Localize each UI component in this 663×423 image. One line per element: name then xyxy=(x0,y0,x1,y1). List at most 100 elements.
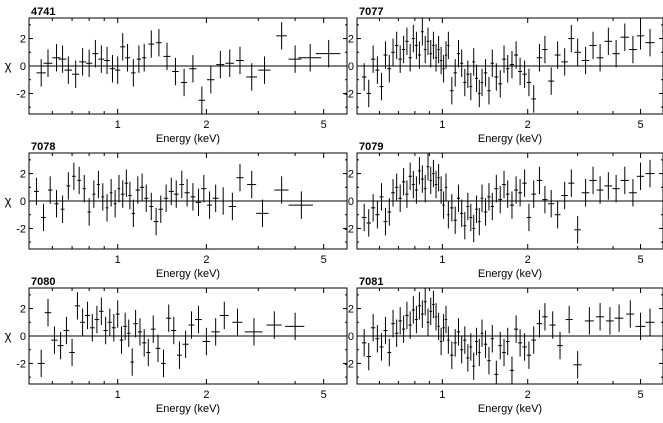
data-point xyxy=(542,35,548,64)
data-point xyxy=(370,45,376,73)
data-point xyxy=(439,46,443,75)
data-point xyxy=(120,33,126,61)
y-tick-label: -2 xyxy=(16,88,26,100)
data-point xyxy=(522,169,527,197)
data-point xyxy=(130,348,134,376)
data-point xyxy=(522,333,527,361)
data-point xyxy=(398,307,402,335)
data-point xyxy=(89,314,95,342)
panel-title: 7077 xyxy=(359,6,383,18)
data-point xyxy=(54,190,59,218)
data-point xyxy=(596,44,604,72)
data-point xyxy=(423,288,427,316)
data-point xyxy=(444,173,448,201)
x-tick-label: 2 xyxy=(525,119,531,131)
y-tick-label: 0 xyxy=(348,331,354,343)
data-point xyxy=(123,312,127,341)
data-point xyxy=(361,203,367,232)
residual-panel-2: -2 0 2 1 2 5 7077 Energy (keV) xyxy=(344,6,663,145)
data-point xyxy=(60,195,65,223)
data-point xyxy=(149,192,154,221)
data-point xyxy=(361,63,367,91)
data-point xyxy=(483,330,488,358)
data-point xyxy=(212,184,219,212)
data-point xyxy=(561,48,568,76)
data-point xyxy=(554,41,561,69)
data-point xyxy=(536,166,543,195)
y-axis-label: χ xyxy=(5,58,12,73)
data-point xyxy=(522,60,527,88)
data-point xyxy=(536,309,543,338)
data-point xyxy=(432,290,435,319)
data-point xyxy=(483,198,488,226)
data-point xyxy=(469,333,473,361)
data-point xyxy=(636,22,645,50)
data-point xyxy=(645,308,655,336)
data-point xyxy=(225,49,234,77)
data-point xyxy=(117,174,121,203)
data-point xyxy=(405,180,409,208)
y-axis-label: χ xyxy=(5,193,12,208)
data-points xyxy=(34,162,313,236)
data-point xyxy=(548,190,555,218)
data-point xyxy=(126,319,131,347)
data-point xyxy=(63,316,70,345)
data-point xyxy=(518,57,523,86)
y-tick-label: -2 xyxy=(16,358,26,370)
data-point xyxy=(447,201,450,229)
data-point xyxy=(82,174,86,203)
data-point xyxy=(207,66,215,94)
data-point xyxy=(105,194,109,222)
data-point xyxy=(405,27,409,56)
data-point xyxy=(526,341,532,369)
data-point xyxy=(201,174,207,203)
data-point xyxy=(417,157,421,185)
data-point xyxy=(94,305,100,334)
y-tick-label: 2 xyxy=(348,34,354,46)
data-point xyxy=(92,180,96,208)
data-point xyxy=(498,70,503,98)
data-point xyxy=(505,180,510,208)
panel-title: 4741 xyxy=(31,6,55,18)
data-point xyxy=(370,314,376,342)
data-point xyxy=(628,179,637,207)
data-point xyxy=(99,297,104,326)
data-point xyxy=(85,49,93,77)
data-point xyxy=(136,45,142,73)
data-point xyxy=(480,184,484,212)
data-point xyxy=(437,312,440,341)
data-point xyxy=(244,318,263,346)
data-point xyxy=(182,330,189,358)
data-point xyxy=(502,338,506,367)
y-tick-label: 2 xyxy=(348,304,354,316)
data-point xyxy=(52,44,61,72)
data-point xyxy=(494,174,499,203)
data-point xyxy=(456,318,461,346)
data-point xyxy=(505,327,510,356)
panel-title: 7078 xyxy=(31,141,55,153)
data-point xyxy=(125,44,130,72)
data-point xyxy=(531,85,537,113)
data-point xyxy=(531,326,537,354)
y-tick-label: -2 xyxy=(344,88,354,100)
data-point xyxy=(150,315,156,343)
x-tick-label: 2 xyxy=(525,254,531,266)
data-point xyxy=(463,211,467,240)
data-point xyxy=(626,300,635,328)
data-point xyxy=(429,39,433,68)
data-point xyxy=(423,35,427,64)
data-point xyxy=(574,38,581,66)
data-point xyxy=(573,351,582,379)
data-point xyxy=(450,76,454,105)
data-point xyxy=(366,342,371,371)
data-point xyxy=(101,183,105,211)
data-point xyxy=(115,300,120,328)
data-point xyxy=(131,199,136,228)
data-point xyxy=(142,44,147,72)
x-tick-label: 5 xyxy=(321,254,327,266)
y-tick-label: 2 xyxy=(348,169,354,181)
y-tick-label: 2 xyxy=(20,169,26,181)
data-point xyxy=(184,179,190,207)
data-point xyxy=(137,318,143,346)
